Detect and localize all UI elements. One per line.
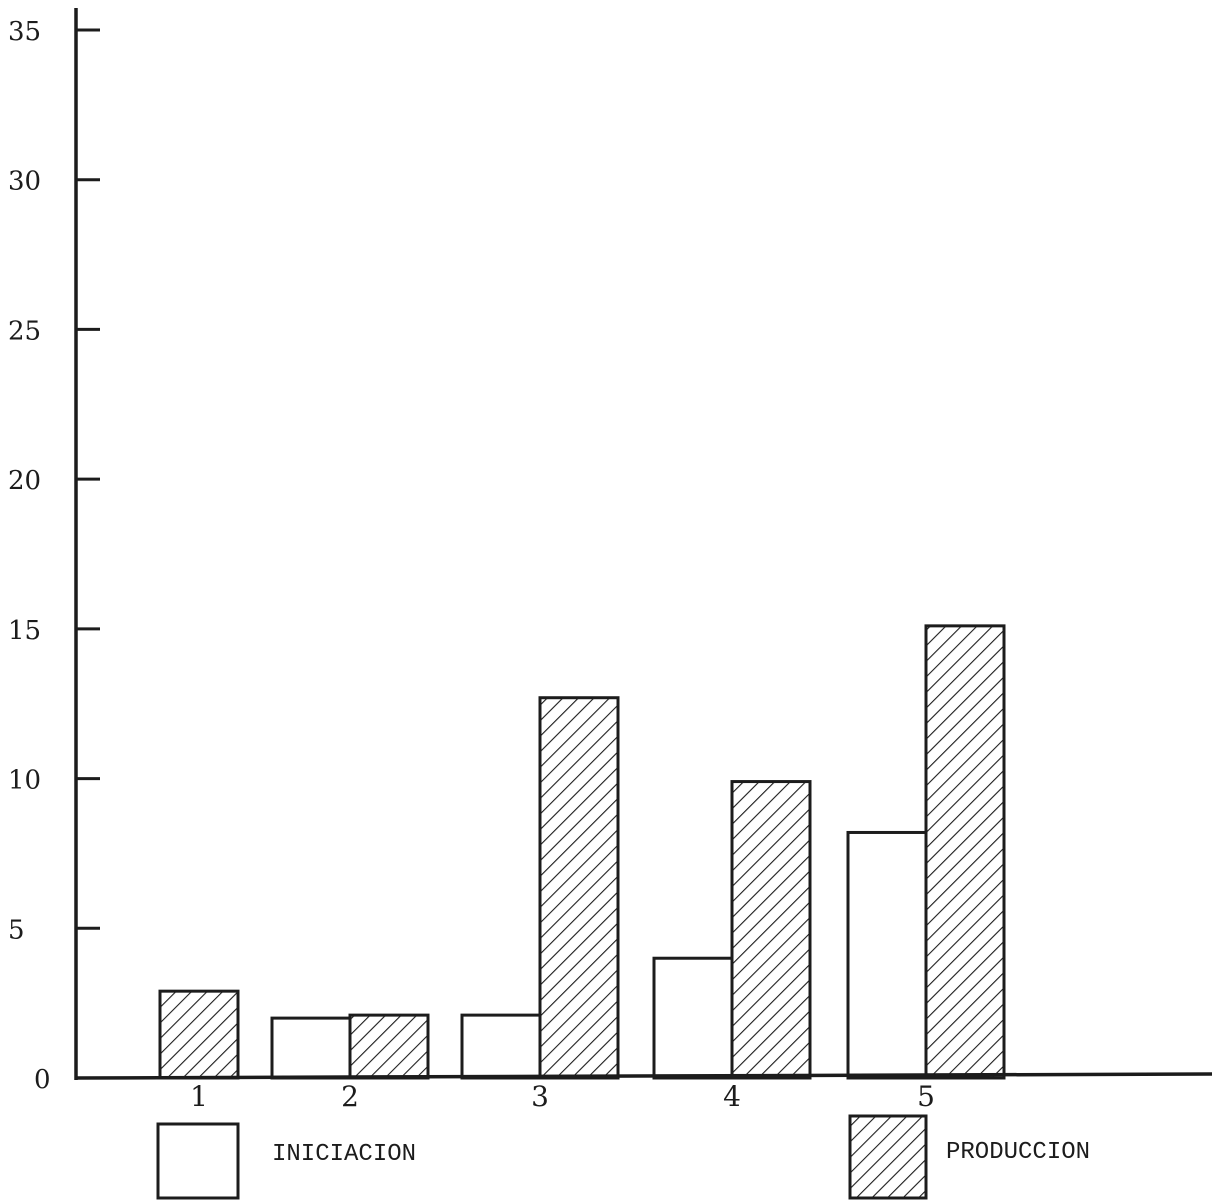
- x-labels-group: 1 2 3 4 5: [190, 1080, 935, 1113]
- bar-produccion-2: [348, 1013, 430, 1080]
- bar-iniciacion-4: [652, 956, 734, 1080]
- y-tick-label-25: 25: [8, 316, 41, 346]
- y-tick-label-10: 10: [8, 766, 41, 796]
- x-tick-label-3: 3: [531, 1080, 549, 1113]
- axes-group: [74, 8, 1213, 1080]
- legend-label-produccion: PRODUCCION: [946, 1139, 1090, 1166]
- bar-produccion-3: [538, 696, 620, 1080]
- bar-iniciacion-3: [460, 1013, 542, 1080]
- y-tick-label-30: 30: [8, 167, 41, 197]
- legend-label-iniciacion: INICIACION: [272, 1141, 416, 1168]
- x-tick-label-2: 2: [341, 1080, 359, 1113]
- x-tick-label-4: 4: [723, 1080, 741, 1113]
- y-tick-label-0: 0: [34, 1065, 51, 1095]
- x-tick-label-1: 1: [190, 1080, 208, 1113]
- bar-iniciacion-5: [846, 830, 928, 1080]
- legend-swatch-produccion: [848, 1114, 928, 1200]
- bar-produccion-1: [158, 989, 240, 1080]
- bar-produccion-5: [924, 624, 1006, 1080]
- bar-produccion-4: [730, 780, 812, 1080]
- legend-swatch-iniciacion: [156, 1122, 240, 1200]
- bar-iniciacion-2: [270, 1016, 352, 1080]
- legend: INICIACION PRODUCCION: [156, 1114, 1090, 1200]
- y-tick-label-5: 5: [8, 915, 25, 945]
- y-ticks-group: 0 5 10 15 20 25 30 35: [8, 17, 100, 1095]
- y-tick-label-20: 20: [8, 466, 41, 496]
- bars-group: [158, 624, 1006, 1080]
- x-tick-label-5: 5: [917, 1080, 935, 1113]
- y-tick-label-15: 15: [8, 616, 41, 646]
- x-axis-line: [75, 1072, 1213, 1080]
- y-tick-label-35: 35: [8, 17, 41, 47]
